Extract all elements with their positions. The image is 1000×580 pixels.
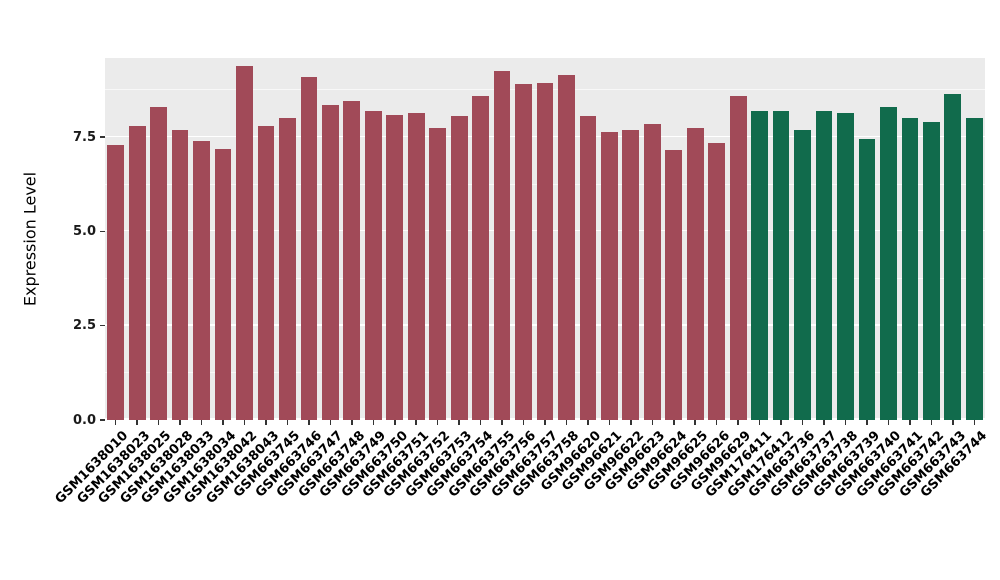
y-axis-tick-label: 7.5 xyxy=(72,129,96,145)
bar-GSM1638010 xyxy=(107,144,125,420)
bar-GSM663744 xyxy=(965,118,983,420)
x-axis-tick xyxy=(587,420,589,425)
bar-GSM96621 xyxy=(601,131,618,420)
x-axis-tick xyxy=(286,420,289,425)
bar-GSM663737 xyxy=(815,110,833,420)
y-axis-tick xyxy=(100,136,105,138)
bar-GSM663748 xyxy=(343,101,361,420)
bar-GSM663738 xyxy=(837,112,854,420)
bar-GSM663746 xyxy=(300,76,318,420)
y-axis-title: Expression Level xyxy=(20,171,40,307)
bar-GSM663739 xyxy=(858,139,876,420)
x-axis-tick xyxy=(157,420,160,425)
bar-GSM96624 xyxy=(665,150,683,420)
x-axis-tick xyxy=(394,420,396,425)
x-axis-tick xyxy=(909,420,911,425)
x-axis-tick xyxy=(200,420,203,425)
x-axis-tick xyxy=(630,420,632,425)
bar-GSM1638033 xyxy=(193,140,210,420)
x-axis-tick xyxy=(801,420,804,425)
bar-GSM663757 xyxy=(536,82,554,420)
x-axis-tick xyxy=(114,420,117,425)
x-axis-tick xyxy=(265,420,267,425)
bar-GSM176412 xyxy=(772,110,790,420)
y-axis-tick-label: 2.5 xyxy=(72,318,96,334)
bar-GSM663750 xyxy=(386,114,404,420)
x-axis-tick xyxy=(715,420,718,425)
bar-GSM96629 xyxy=(729,95,747,420)
x-axis-tick xyxy=(565,420,568,425)
x-axis-tick xyxy=(308,420,310,425)
x-axis-tick xyxy=(887,420,890,425)
x-axis-tick xyxy=(522,420,525,425)
bar-GSM663741 xyxy=(901,118,919,420)
bar-GSM1638028 xyxy=(171,129,189,420)
plot-panel xyxy=(105,58,985,420)
bar-GSM96620 xyxy=(579,116,597,420)
x-axis-tick xyxy=(243,420,246,425)
bar-GSM96625 xyxy=(686,127,704,420)
x-axis-tick xyxy=(694,420,696,425)
x-axis-tick xyxy=(351,420,353,425)
x-axis-tick xyxy=(930,420,933,425)
x-axis-tick xyxy=(222,420,224,425)
bar-GSM663740 xyxy=(880,107,897,420)
x-axis-tick xyxy=(651,420,654,425)
x-axis-tick xyxy=(823,420,825,425)
bar-GSM663755 xyxy=(493,71,511,420)
x-axis-tick xyxy=(136,420,138,425)
x-axis-tick xyxy=(372,420,375,425)
bar-GSM663749 xyxy=(364,110,382,420)
bar-GSM1638042 xyxy=(236,65,253,420)
x-axis-tick xyxy=(608,420,611,425)
bar-GSM663742 xyxy=(922,122,940,420)
x-axis-tick xyxy=(436,420,439,425)
bar-GSM663752 xyxy=(429,127,447,420)
bar-GSM176411 xyxy=(751,110,768,420)
y-axis-tick xyxy=(100,419,105,421)
x-axis-tick xyxy=(479,420,482,425)
y-axis-tick xyxy=(100,230,105,233)
bar-GSM663743 xyxy=(944,93,962,420)
bar-GSM663745 xyxy=(279,118,296,420)
y-axis-tick xyxy=(100,324,105,327)
bar-GSM663753 xyxy=(450,116,468,420)
bar-GSM663758 xyxy=(558,74,575,420)
x-axis-tick xyxy=(866,420,868,425)
y-axis-tick-label: 0.0 xyxy=(72,412,96,428)
bar-GSM663754 xyxy=(472,95,489,420)
bar-GSM1638043 xyxy=(257,125,275,420)
x-axis-tick xyxy=(415,420,417,425)
x-axis-tick xyxy=(501,420,503,425)
x-axis-tick xyxy=(952,420,954,425)
x-axis-tick xyxy=(844,420,847,425)
x-axis-tick xyxy=(179,420,181,425)
bar-GSM663736 xyxy=(794,129,811,420)
bar-GSM1638034 xyxy=(214,148,232,420)
bar-GSM96626 xyxy=(708,142,726,420)
bar-GSM663747 xyxy=(321,105,339,420)
x-axis-tick xyxy=(973,420,976,425)
y-axis-tick-label: 5.0 xyxy=(72,223,96,239)
bar-GSM663751 xyxy=(407,112,425,420)
x-axis-tick xyxy=(458,420,460,425)
x-axis-tick xyxy=(329,420,332,425)
x-axis-tick xyxy=(758,420,761,425)
bar-GSM1638023 xyxy=(128,125,146,420)
bar-GSM96623 xyxy=(643,124,661,420)
x-axis-tick xyxy=(544,420,546,425)
x-axis-tick xyxy=(780,420,782,425)
bar-GSM1638025 xyxy=(150,107,168,420)
bar-GSM663756 xyxy=(515,84,532,420)
x-axis-tick xyxy=(737,420,739,425)
bar-GSM96622 xyxy=(622,129,640,420)
x-axis-tick xyxy=(673,420,675,425)
